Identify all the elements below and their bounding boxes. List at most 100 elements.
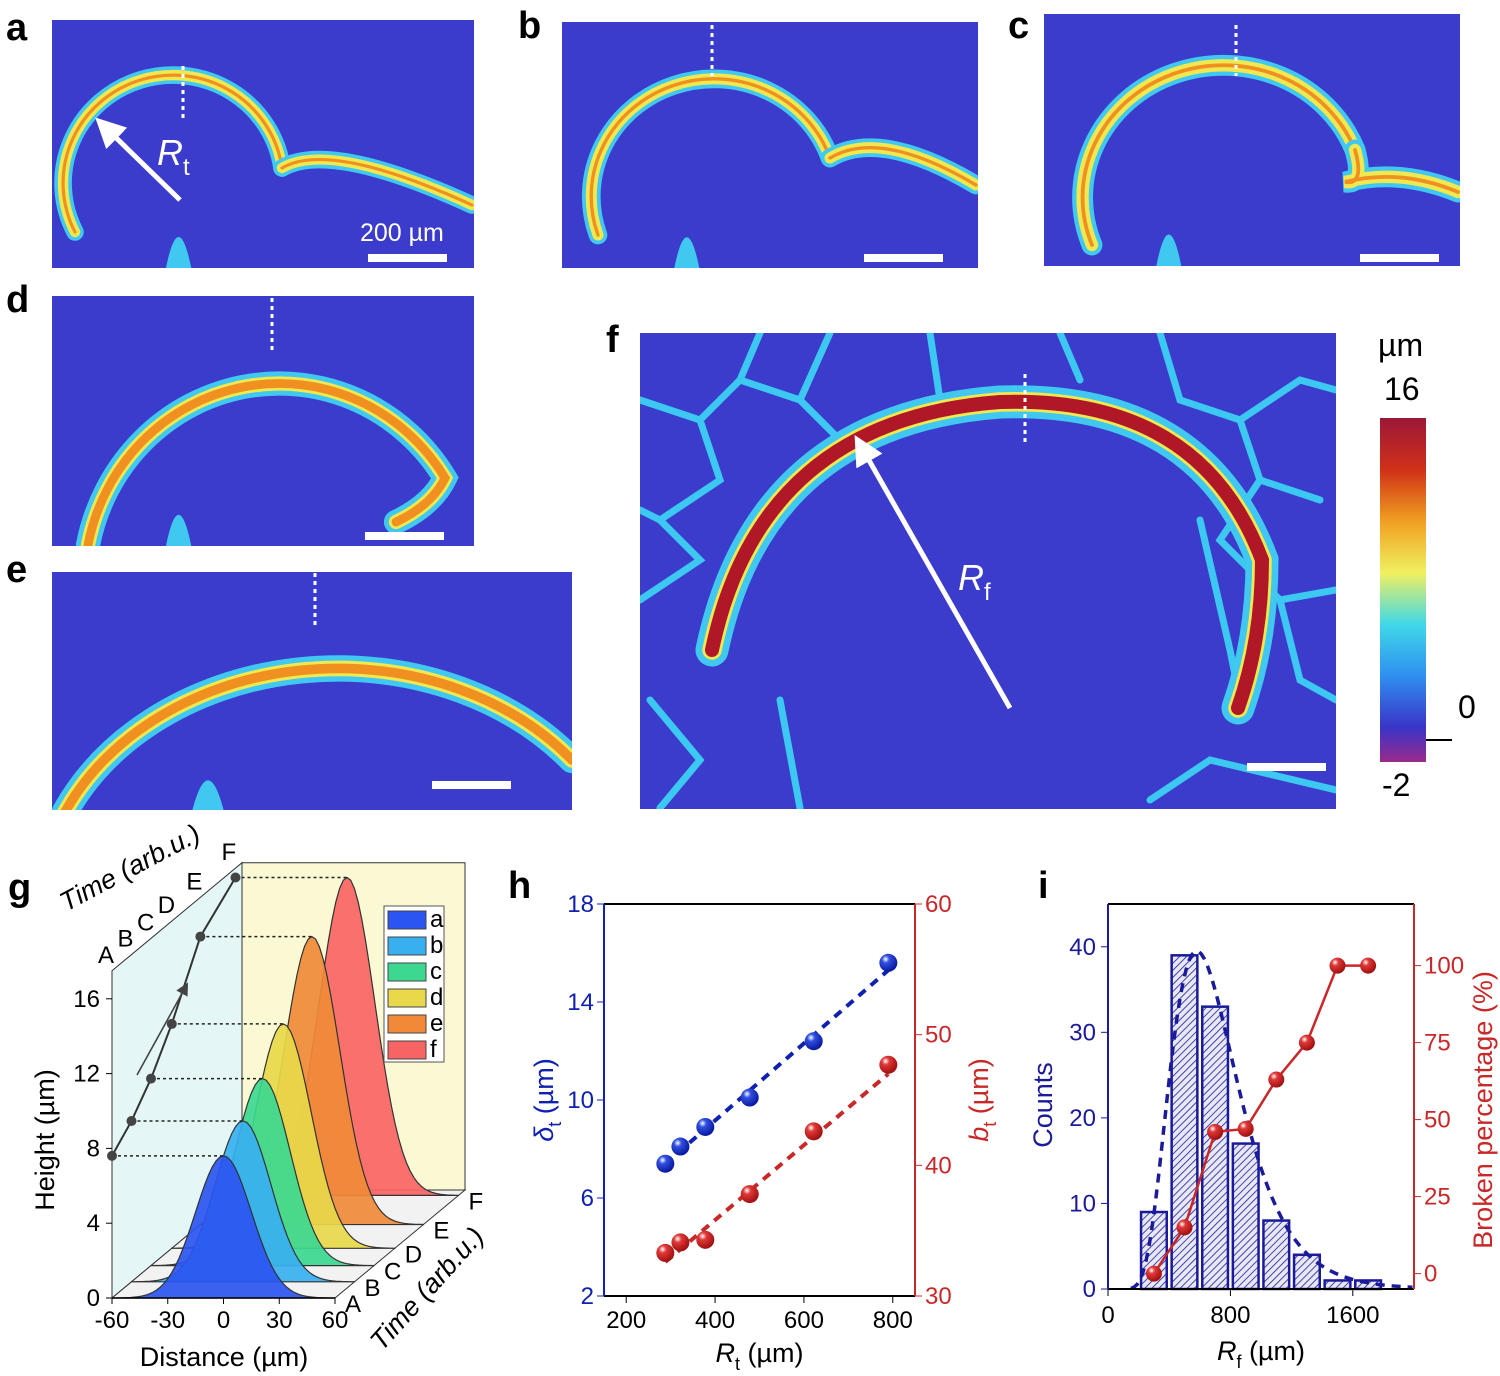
data-point [656,1154,675,1173]
legend-label-b: b [430,932,443,959]
x-tick-label: 800 [873,1307,913,1334]
crack-line [1146,756,1336,804]
data-point [879,1055,898,1074]
ridge-inner [60,663,572,810]
crack-line [1056,333,1084,384]
x-tick-label: 30 [266,1307,293,1334]
time-arrow [136,982,189,1076]
histogram-bar [1231,1142,1260,1291]
y-tick-label: 2 [581,1283,594,1310]
y2-label-unit: (µm) [964,1058,994,1122]
legend-label-e: e [430,1010,443,1037]
map-content [75,371,459,546]
height-map-f [640,333,1336,809]
x-tick-label: -30 [150,1307,185,1334]
x-tick-label: -60 [95,1307,130,1334]
broken-percentage-point [1268,1071,1285,1088]
y-axis-label: δt (µm) [529,1058,565,1142]
peak-trend-line [111,876,237,1157]
y2-tick-label: 25 [1424,1184,1451,1211]
radius-arrow [95,117,182,202]
height-maps [52,14,1460,810]
histogram-bar [1262,1219,1291,1291]
y2-tick-label: 50 [925,1022,952,1049]
x-tick-label: 200 [606,1307,646,1334]
y-axis-label: Counts [1028,1062,1058,1148]
panel-label-c: c [1008,5,1029,47]
y-label-unit: (µm) [529,1058,559,1122]
x-axis-label: Rf (µm) [1217,1336,1305,1372]
data-point [879,953,898,972]
legend-swatch-e [387,1014,427,1034]
height-map-d [52,296,474,546]
height-map-b [562,22,978,268]
map-content [640,333,1336,809]
y-tick-label: 10 [1069,1190,1096,1217]
height-map-a [52,20,474,268]
crack-spike [165,514,192,546]
crack-line [1276,596,1336,704]
fit-line [664,968,890,1166]
legend-swatch-f [387,1040,427,1060]
x-label-unit: (µm) [740,1338,804,1368]
fit-line [664,1072,890,1264]
legend-swatch-a [387,910,427,930]
data-point [740,1088,759,1107]
ridge-inner [1344,148,1460,194]
y-label-sub: t [545,1122,565,1127]
y2-label-symbol: b [964,1127,994,1142]
panel-label-i: i [1038,865,1049,907]
broken-percentage-point [1298,1034,1315,1051]
legend-label-d: d [430,984,443,1011]
panel-label-g: g [8,867,31,909]
scale-bar [1247,763,1326,771]
data-point [696,1117,715,1136]
crack-line [926,333,944,404]
y-tick-label: 18 [567,891,594,918]
time-axis-label-top: Time (arb.u.) [55,818,205,917]
y-tick-label: 4 [87,1210,100,1237]
ridge-inner [1080,63,1357,247]
crack-spike [165,237,192,268]
scale-bar [864,254,943,262]
peak-point [126,1115,137,1126]
x-tick-label: 800 [1210,1302,1250,1329]
time-tick-label-top: A [98,942,114,969]
y2-tick-label: 30 [925,1283,952,1310]
legend-swatch-c [387,962,427,982]
time-tick-label-top: F [222,839,237,866]
y-tick-label: 40 [1069,934,1096,961]
ridge-inner [83,379,451,546]
y-tick-label: 0 [1083,1276,1096,1303]
map-background [1044,14,1460,266]
time-tick-label-top: C [137,909,154,936]
y-tick-label: 12 [73,1061,100,1088]
time-tick-label-right: E [433,1218,449,1245]
y2-tick-label: 40 [925,1152,952,1179]
x-tick-label: 1600 [1326,1302,1379,1329]
y-tick-label: 0 [87,1285,100,1312]
map-content [581,69,978,268]
peak-point [230,872,241,883]
crack-line [646,696,705,809]
x-label-symbol: R [715,1338,735,1368]
time-tick-label-right: C [384,1259,401,1286]
broken-percentage-point [1237,1120,1254,1137]
panel-label-b: b [518,5,541,47]
profile-a [111,1155,336,1299]
data-point [740,1185,759,1204]
y-tick-label: 16 [73,986,100,1013]
time-tick-label-right: D [405,1241,422,1268]
map-content [1072,54,1460,266]
broken-percentage-line [1152,964,1369,1275]
time-tick-label-right: F [469,1188,484,1215]
legend-swatch-b [387,936,427,956]
peak-point [146,1073,156,1084]
crack-spike [674,237,700,268]
histogram-bar [1323,1279,1352,1291]
y-tick-label: 14 [567,989,594,1016]
panel-label-a: a [6,7,28,49]
